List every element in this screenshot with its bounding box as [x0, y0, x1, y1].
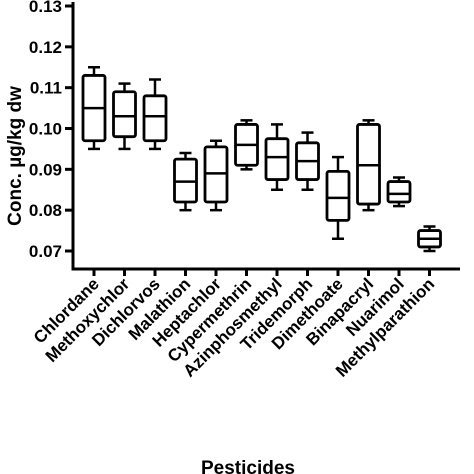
- iqr-box: [112, 90, 137, 139]
- box-nuarimol: [386, 176, 412, 208]
- box-dimethoate: [325, 155, 351, 240]
- box-malathion: [173, 151, 198, 212]
- box-dichlorvos: [142, 78, 168, 151]
- iqr-box: [142, 94, 168, 143]
- y-tick-label: 0.10: [29, 120, 62, 139]
- y-axis-label: Conc. µg/kg dw: [5, 86, 26, 226]
- y-tick-label: 0.07: [29, 242, 62, 261]
- y-tick-label: 0.13: [29, 0, 62, 16]
- iqr-box: [386, 180, 412, 204]
- box-heptachlor: [203, 139, 229, 212]
- box-azinphosmethyl: [264, 123, 290, 191]
- iqr-box: [264, 137, 290, 181]
- x-axis-label: Pesticides: [201, 458, 295, 474]
- box-tridemorph: [295, 131, 320, 191]
- box-methylparathion: [417, 225, 442, 253]
- y-tick-label: 0.08: [29, 201, 62, 220]
- box-chlordane: [81, 66, 107, 151]
- y-tick-label: 0.11: [30, 79, 62, 98]
- iqr-box: [325, 169, 351, 222]
- y-tick-label: 0.12: [29, 38, 62, 57]
- box-cypermethrin: [234, 119, 259, 171]
- y-tick-label: 0.09: [29, 160, 62, 179]
- box-binapacryl: [356, 119, 381, 212]
- x-axis: ChlordaneMethoxychlorDichlorvosMalathion…: [30, 267, 460, 381]
- y-axis: 0.07 0.08 0.09 0.10 0.11 0.12 0.13: [29, 0, 75, 269]
- box-methoxychlor: [112, 82, 137, 151]
- boxes-group: [81, 66, 442, 253]
